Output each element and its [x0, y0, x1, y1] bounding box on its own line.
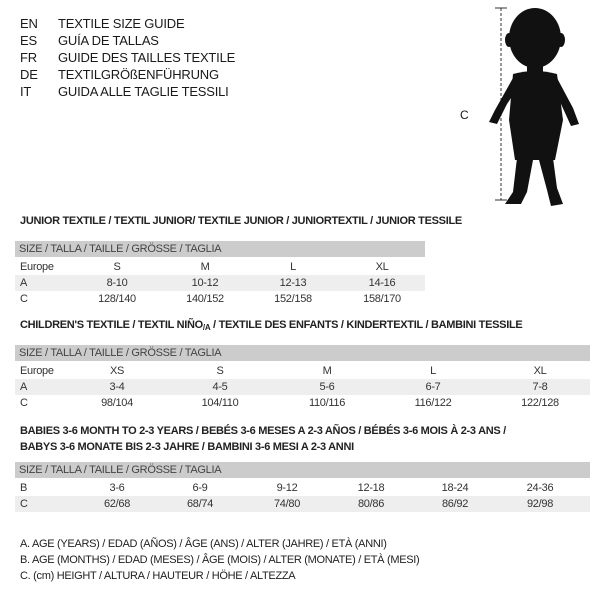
table-cell: 3-4	[109, 381, 125, 393]
table-cell: 62/68	[103, 498, 131, 510]
table-cell: 128/140	[98, 293, 136, 305]
language-code: ES	[20, 33, 37, 48]
language-title: GUIDE DES TAILLES TEXTILE	[58, 50, 236, 65]
babies-size-table: SIZE / TALLA / TAILLE / GRÖSSE / TAGLIA B…	[15, 462, 590, 512]
babies-title-line-1: BABIES 3-6 MONTH TO 2-3 YEARS / BEBÉS 3-…	[20, 425, 506, 437]
language-code: EN	[20, 16, 38, 31]
legend-height: C. (cm) HEIGHT / ALTURA / HAUTEUR / HÖHE…	[20, 570, 296, 582]
table-cell: 110/116	[308, 397, 346, 409]
table-cell: 12-13	[279, 277, 307, 289]
table-cell: 74/80	[273, 498, 301, 510]
junior-title: JUNIOR TEXTILE / TEXTIL JUNIOR/ TEXTILE …	[20, 215, 462, 227]
children-size-table: SIZE / TALLA / TAILLE / GRÖSSE / TAGLIA E…	[15, 345, 590, 411]
table-cell: M	[200, 261, 210, 273]
table-cell: 7-8	[532, 381, 548, 393]
table-cell: 10-12	[191, 277, 219, 289]
size-header: SIZE / TALLA / TAILLE / GRÖSSE / TAGLIA	[15, 462, 590, 478]
table-row: C 62/68 68/74 74/80 80/86 86/92 92/98	[15, 496, 590, 512]
legend-age-years: A. AGE (YEARS) / EDAD (AÑOS) / ÂGE (ANS)…	[20, 538, 387, 550]
table-cell: XL	[375, 261, 389, 273]
table-cell: 86/92	[441, 498, 469, 510]
row-label: A	[20, 277, 28, 289]
language-code: DE	[20, 67, 38, 82]
table-cell: XL	[533, 365, 547, 377]
table-cell: 4-5	[212, 381, 228, 393]
junior-size-table: SIZE / TALLA / TAILLE / GRÖSSE / TAGLIA E…	[15, 241, 425, 307]
table-cell: 18-24	[441, 482, 469, 494]
table-cell: S	[113, 261, 121, 273]
legend-age-months: B. AGE (MONTHS) / EDAD (MESES) / ÂGE (MO…	[20, 554, 420, 566]
table-cell: 98/104	[101, 397, 133, 409]
size-header: SIZE / TALLA / TAILLE / GRÖSSE / TAGLIA	[15, 345, 590, 361]
table-cell: 24-36	[526, 482, 554, 494]
language-code: IT	[20, 84, 32, 99]
table-cell: 122/128	[521, 397, 559, 409]
table-cell: 6-7	[425, 381, 441, 393]
table-row: Europe S M L XL	[15, 259, 425, 275]
table-row: C 128/140 140/152 152/158 158/170	[15, 291, 425, 307]
row-label: A	[20, 381, 28, 393]
table-cell: 158/170	[363, 293, 401, 305]
row-label: Europe	[20, 261, 54, 273]
size-header: SIZE / TALLA / TAILLE / GRÖSSE / TAGLIA	[15, 241, 425, 257]
table-cell: L	[430, 365, 436, 377]
table-cell: 68/74	[186, 498, 214, 510]
row-label: B	[20, 482, 28, 494]
table-cell: 6-9	[192, 482, 208, 494]
row-label: C	[20, 498, 28, 510]
table-cell: 80/86	[357, 498, 385, 510]
language-title: TEXTILE SIZE GUIDE	[58, 16, 185, 31]
table-cell: 92/98	[526, 498, 554, 510]
row-label: C	[20, 293, 28, 305]
table-row: C 98/104 104/110 110/116 116/122 122/128	[15, 395, 590, 411]
table-cell: M	[322, 365, 332, 377]
language-title: TEXTILGRÖßENFÜHRUNG	[58, 67, 219, 82]
table-cell: 5-6	[319, 381, 335, 393]
table-row: A 3-4 4-5 5-6 6-7 7-8	[15, 379, 590, 395]
child-silhouette-icon	[489, 8, 579, 206]
row-label: C	[20, 397, 28, 409]
child-silhouette-figure	[489, 7, 579, 206]
language-code: FR	[20, 50, 37, 65]
table-cell: 116/122	[414, 397, 452, 409]
height-label: C	[460, 108, 469, 122]
table-row: B 3-6 6-9 9-12 12-18 18-24 24-36	[15, 480, 590, 496]
row-label: Europe	[20, 365, 54, 377]
babies-title-line-2: BABYS 3-6 MONATE BIS 2-3 JAHRE / BAMBINI…	[20, 441, 354, 453]
table-cell: L	[290, 261, 296, 273]
table-cell: 12-18	[357, 482, 385, 494]
language-title: GUIDA ALLE TAGLIE TESSILI	[58, 84, 229, 99]
table-cell: 104/110	[201, 397, 239, 409]
table-row: A 8-10 10-12 12-13 14-16	[15, 275, 425, 291]
table-cell: 14-16	[368, 277, 396, 289]
table-cell: XS	[109, 365, 125, 377]
table-cell: 3-6	[109, 482, 125, 494]
language-title: GUÍA DE TALLAS	[58, 33, 159, 48]
table-cell: 140/152	[186, 293, 224, 305]
table-row: Europe XS S M L XL	[15, 363, 590, 379]
table-cell: 8-10	[106, 277, 128, 289]
table-cell: S	[216, 365, 224, 377]
table-cell: 152/158	[274, 293, 312, 305]
children-title: CHILDREN'S TEXTILE / TEXTIL NIÑO/A / TEX…	[20, 319, 523, 332]
table-cell: 9-12	[276, 482, 298, 494]
